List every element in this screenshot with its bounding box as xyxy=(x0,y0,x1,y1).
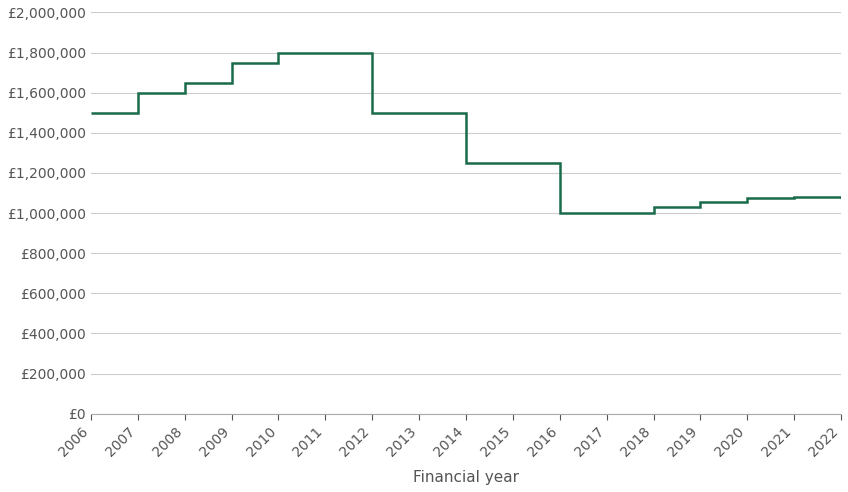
X-axis label: Financial year: Financial year xyxy=(413,470,519,485)
